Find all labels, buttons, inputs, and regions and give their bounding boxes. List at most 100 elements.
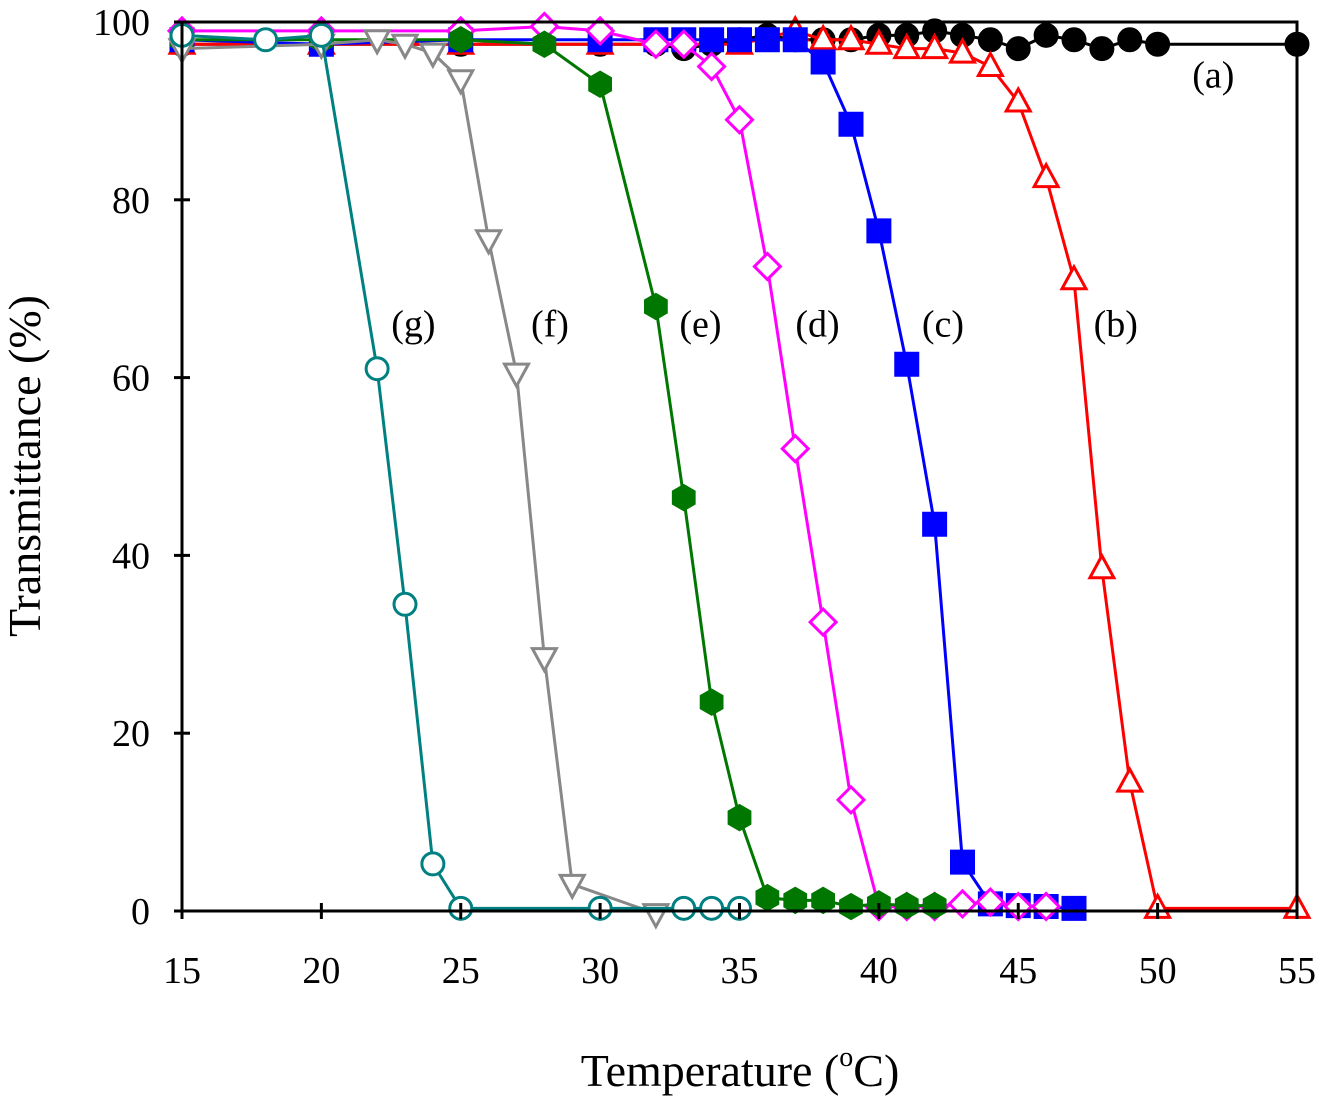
data-point [894,891,919,920]
y-axis-label: Transmittance (%) [0,295,50,637]
data-point [780,433,811,464]
data-point [643,292,668,321]
data-point [671,895,697,921]
data-point [671,483,696,512]
data-point [308,22,334,48]
data-point [362,29,392,56]
data-point [727,803,752,832]
data-point [724,104,755,135]
y-tick-label: 0 [131,891,150,933]
data-point [1089,36,1115,62]
data-point [699,27,725,53]
data-point [1061,895,1087,921]
data-point [420,851,446,877]
series-f [167,29,671,930]
series-line [182,38,935,909]
data-point [390,33,420,61]
data-point [839,892,863,921]
data-point [668,29,699,60]
data-point [975,50,1005,77]
data-point [585,15,616,47]
data-point [892,32,922,60]
x-tick-label: 55 [1278,950,1316,992]
series-line [182,29,1297,910]
data-point [1117,27,1143,53]
x-tick-label: 40 [860,950,898,992]
data-point [532,30,557,58]
axes: 15 20 25 30 35 40 45 50 55 0 20 40 60 80 100 [93,2,1316,992]
data-point [922,511,948,537]
data-point [1087,552,1117,580]
data-point [253,27,279,53]
x-tick-label: 20 [302,950,340,992]
x-tick-label: 15 [163,950,201,992]
series-label: (a) [1192,54,1234,96]
data-point [920,32,950,60]
data-point [1031,891,1062,922]
data-point [557,873,587,901]
data-point [1059,263,1089,291]
data-point [699,688,724,716]
data-point [975,886,1006,918]
data-point [448,26,473,54]
plot-area: (a) (b) (c) (d) (e) (f) (g) [166,11,1312,930]
data-point [529,647,559,674]
data-point [754,27,780,53]
data-point [835,784,867,815]
data-point [808,23,838,51]
data-point [782,27,808,53]
data-point [808,606,839,638]
data-point [1145,31,1171,57]
data-point [474,229,504,256]
data-point [1003,85,1033,113]
data-point [418,42,448,70]
series-line [181,33,740,910]
data-point [894,351,920,377]
x-axis-label: Temperature (oC) [581,1042,900,1096]
data-point [977,27,1003,53]
data-point [588,70,613,98]
x-tick-label: 30 [581,950,619,992]
data-point [699,895,725,921]
data-point [696,51,727,82]
data-point [392,591,418,617]
series-label: (g) [391,303,435,345]
series-g [169,22,752,921]
data-point [727,27,752,53]
data-point [364,356,390,382]
series-line [181,38,1075,910]
data-point [866,218,892,244]
data-point [446,69,476,96]
x-tick-label: 45 [999,950,1037,992]
data-point [836,23,866,51]
series-label: (d) [795,303,839,345]
data-point [810,49,836,75]
series-label: (c) [922,303,964,345]
data-point [947,36,978,64]
series-line [181,38,657,916]
x-tick-label: 25 [442,950,480,992]
data-point [864,28,894,55]
series-e [170,26,947,921]
data-point [922,891,947,920]
data-point [811,886,836,915]
y-tick-label: 60 [112,358,150,400]
y-tick-label: 80 [112,180,150,222]
data-point [1005,36,1031,62]
data-point [1031,161,1061,189]
series-label: (b) [1094,303,1138,345]
data-point [752,251,783,282]
data-point [947,888,978,920]
x-tick-label: 50 [1139,950,1177,992]
x-tick-label: 35 [721,950,759,992]
series-label: (e) [679,303,721,345]
data-point [501,362,532,390]
data-point [1115,765,1145,793]
series-line [182,24,1047,909]
data-point [783,886,808,915]
data-point [1033,22,1059,48]
series-label: (f) [531,303,569,345]
data-point [640,29,671,60]
data-point [838,111,864,137]
